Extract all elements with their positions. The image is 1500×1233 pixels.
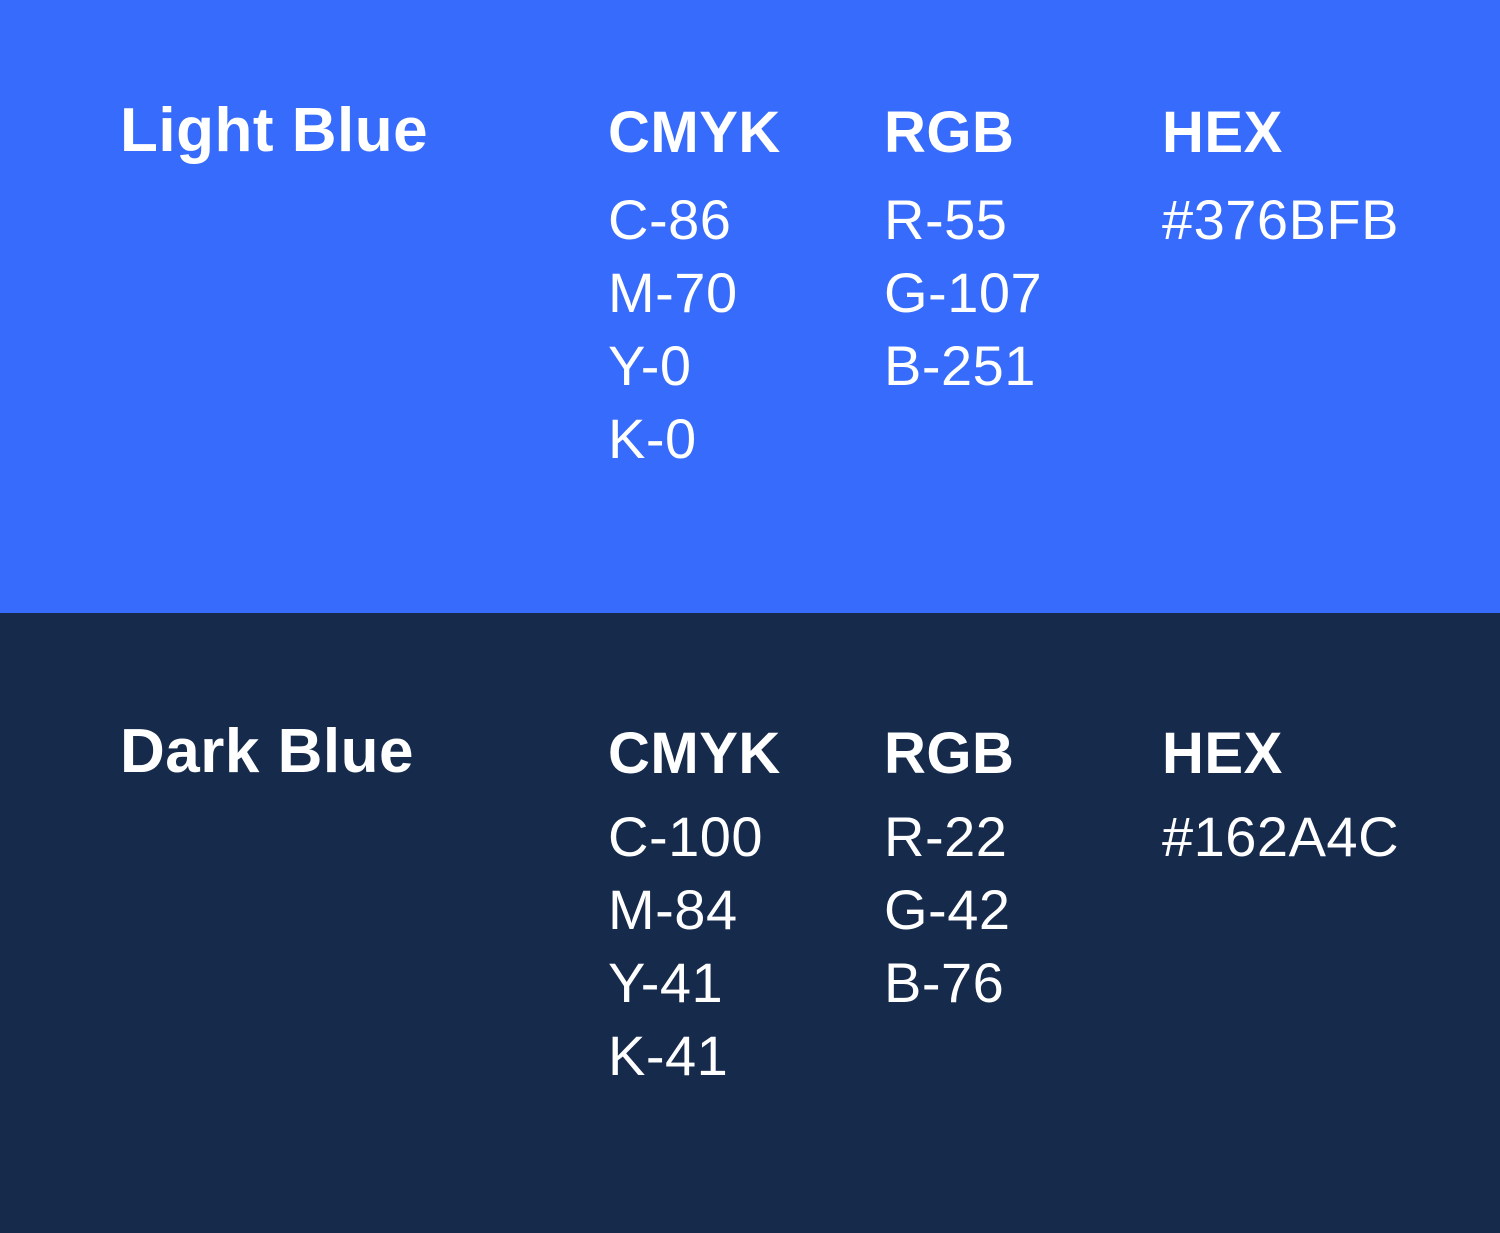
cmyk-column: CMYK C-100 M-84 Y-41 K-41	[608, 725, 781, 1092]
cmyk-label: CMYK	[608, 721, 781, 786]
rgb-value-b: B-251	[884, 334, 1036, 397]
swatch-name: Dark Blue	[120, 717, 414, 786]
rgb-label: RGB	[884, 721, 1015, 786]
cmyk-value-c: C-100	[608, 805, 764, 868]
rgb-value-b: B-76	[884, 951, 1005, 1014]
rgb-value-r: R-55	[884, 188, 1008, 251]
cmyk-value-k: K-41	[608, 1024, 729, 1087]
rgb-values: R-22 G-42 B-76	[884, 800, 1014, 1019]
cmyk-column: CMYK C-86 M-70 Y-0 K-0	[608, 104, 781, 475]
rgb-value-r: R-22	[884, 805, 1008, 868]
hex-values: #376BFB	[1162, 183, 1399, 256]
hex-column: HEX #376BFB	[1162, 104, 1399, 256]
hex-value: #162A4C	[1162, 805, 1400, 868]
cmyk-label: CMYK	[608, 100, 781, 165]
rgb-column: RGB R-55 G-107 B-251	[884, 104, 1042, 402]
rgb-label: RGB	[884, 100, 1015, 165]
cmyk-value-y: Y-0	[608, 334, 692, 397]
rgb-value-g: G-42	[884, 878, 1011, 941]
rgb-values: R-55 G-107 B-251	[884, 183, 1042, 402]
rgb-value-g: G-107	[884, 261, 1043, 324]
hex-value: #376BFB	[1162, 188, 1399, 251]
hex-column: HEX #162A4C	[1162, 725, 1399, 873]
swatch-name: Light Blue	[120, 96, 429, 165]
cmyk-value-c: C-86	[608, 188, 732, 251]
swatch-light-blue: Light Blue CMYK C-86 M-70 Y-0 K-0 RGB R-…	[0, 0, 1500, 613]
hex-label: HEX	[1162, 721, 1283, 786]
hex-values: #162A4C	[1162, 800, 1399, 873]
cmyk-value-m: M-70	[608, 261, 738, 324]
cmyk-values: C-100 M-84 Y-41 K-41	[608, 800, 781, 1092]
swatch-dark-blue: Dark Blue CMYK C-100 M-84 Y-41 K-41 RGB …	[0, 613, 1500, 1233]
hex-label: HEX	[1162, 100, 1283, 165]
cmyk-value-k: K-0	[608, 407, 697, 470]
rgb-column: RGB R-22 G-42 B-76	[884, 725, 1014, 1019]
cmyk-values: C-86 M-70 Y-0 K-0	[608, 183, 781, 475]
cmyk-value-m: M-84	[608, 878, 738, 941]
cmyk-value-y: Y-41	[608, 951, 724, 1014]
